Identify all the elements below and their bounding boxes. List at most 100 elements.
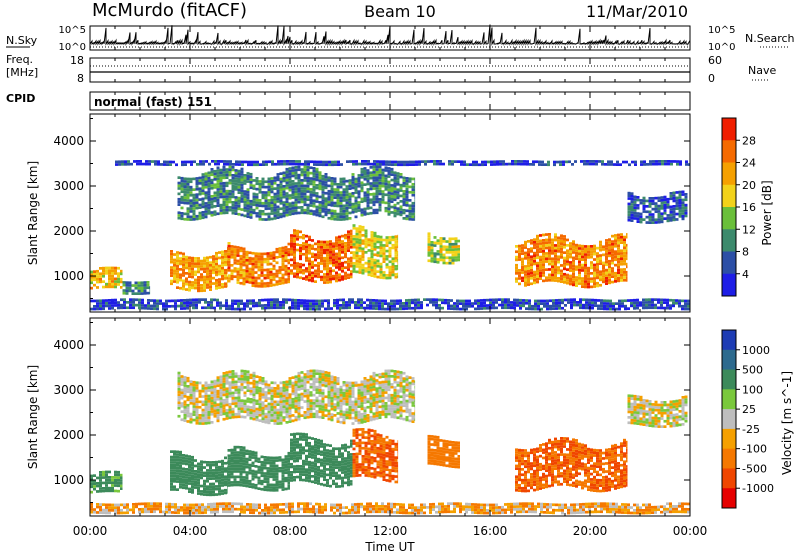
power-cell bbox=[208, 174, 211, 177]
power-cell bbox=[338, 257, 341, 260]
power-cell bbox=[431, 257, 434, 260]
power-cell bbox=[292, 185, 295, 188]
power-cell bbox=[190, 207, 193, 210]
velocity-cell bbox=[99, 479, 102, 482]
power-cell bbox=[515, 269, 518, 272]
power-cell bbox=[201, 306, 204, 309]
power-cell bbox=[608, 255, 611, 258]
power-cell bbox=[655, 197, 658, 200]
velocity-cell bbox=[234, 465, 237, 468]
power-cell bbox=[173, 253, 176, 256]
velocity-cell bbox=[215, 485, 218, 488]
power-cell bbox=[96, 278, 99, 281]
power-cell bbox=[435, 304, 438, 307]
velocity-cell bbox=[317, 461, 320, 464]
power-cell bbox=[389, 266, 392, 269]
power-cell bbox=[524, 268, 527, 271]
power-cell bbox=[527, 256, 530, 259]
power-cell bbox=[462, 305, 465, 308]
power-cell bbox=[676, 218, 679, 221]
power-cell bbox=[539, 250, 542, 253]
power-cell bbox=[570, 307, 573, 310]
power-cell bbox=[237, 254, 240, 257]
velocity-cell bbox=[288, 457, 291, 460]
power-cell bbox=[105, 305, 108, 308]
power-cell bbox=[569, 248, 572, 251]
power-cell bbox=[618, 302, 621, 305]
power-cell bbox=[518, 277, 521, 280]
power-cell bbox=[352, 208, 355, 211]
power-cell bbox=[552, 302, 555, 305]
power-cell bbox=[649, 211, 652, 214]
power-cell bbox=[327, 302, 330, 305]
power-cell bbox=[406, 163, 409, 166]
power-cell bbox=[279, 255, 282, 258]
power-cell bbox=[533, 246, 536, 249]
power-cell bbox=[214, 160, 217, 163]
power-cell bbox=[380, 247, 383, 250]
velocity-cell bbox=[314, 457, 317, 460]
power-cell bbox=[262, 183, 265, 186]
power-cell bbox=[377, 265, 380, 268]
velocity-cell bbox=[317, 447, 320, 450]
power-cell bbox=[220, 212, 223, 215]
velocity-cell bbox=[365, 455, 368, 458]
power-cell bbox=[530, 277, 533, 280]
velocity-cell bbox=[111, 484, 114, 487]
velocity-cell bbox=[243, 479, 246, 482]
power-cell bbox=[352, 187, 355, 190]
velocity-cell bbox=[221, 481, 224, 484]
power-cell bbox=[277, 179, 280, 182]
power-cell bbox=[415, 202, 416, 205]
power-cell bbox=[564, 299, 567, 302]
power-cell bbox=[212, 266, 215, 269]
power-cell bbox=[437, 258, 440, 261]
power-cell bbox=[406, 201, 409, 204]
velocity-cell bbox=[224, 462, 227, 465]
power-cell bbox=[286, 211, 289, 214]
velocity-cell bbox=[329, 458, 332, 461]
power-cell bbox=[270, 276, 273, 279]
velocity-cell bbox=[261, 466, 264, 469]
velocity-cell bbox=[320, 440, 323, 443]
colorbar-segment bbox=[722, 140, 736, 163]
power-cell bbox=[391, 200, 394, 203]
power-cell bbox=[132, 298, 135, 301]
power-cell bbox=[449, 246, 452, 249]
power-cell bbox=[373, 195, 376, 198]
power-cell bbox=[96, 275, 99, 278]
power-cell bbox=[358, 182, 361, 185]
velocity-cell bbox=[249, 466, 252, 469]
power-cell bbox=[170, 272, 173, 275]
velocity-cell bbox=[170, 485, 173, 488]
power-cell bbox=[184, 183, 187, 186]
power-cell bbox=[187, 215, 190, 218]
power-cell bbox=[319, 177, 322, 180]
power-cell bbox=[340, 186, 343, 189]
velocity-cell bbox=[296, 454, 299, 457]
power-cell bbox=[362, 242, 365, 245]
power-cell bbox=[525, 299, 528, 302]
power-cell bbox=[308, 236, 311, 239]
power-cell bbox=[340, 178, 343, 181]
power-cell bbox=[117, 278, 120, 281]
power-cell bbox=[685, 207, 688, 210]
power-cell bbox=[352, 211, 355, 214]
power-cell bbox=[319, 182, 322, 185]
power-cell bbox=[379, 190, 382, 193]
power-cell bbox=[314, 264, 317, 267]
power-cell bbox=[443, 248, 446, 251]
power-cell bbox=[557, 245, 560, 248]
power-cell bbox=[373, 185, 376, 188]
power-cell bbox=[141, 299, 144, 302]
velocity-cell bbox=[314, 468, 317, 471]
power-cell bbox=[409, 215, 412, 218]
power-cell bbox=[295, 177, 298, 180]
power-cell bbox=[199, 160, 202, 163]
power-cell bbox=[530, 250, 533, 253]
power-cell bbox=[182, 288, 185, 291]
power-cell bbox=[292, 163, 295, 166]
power-cell bbox=[343, 196, 346, 199]
power-cell bbox=[223, 187, 226, 190]
power-cell bbox=[337, 197, 340, 200]
